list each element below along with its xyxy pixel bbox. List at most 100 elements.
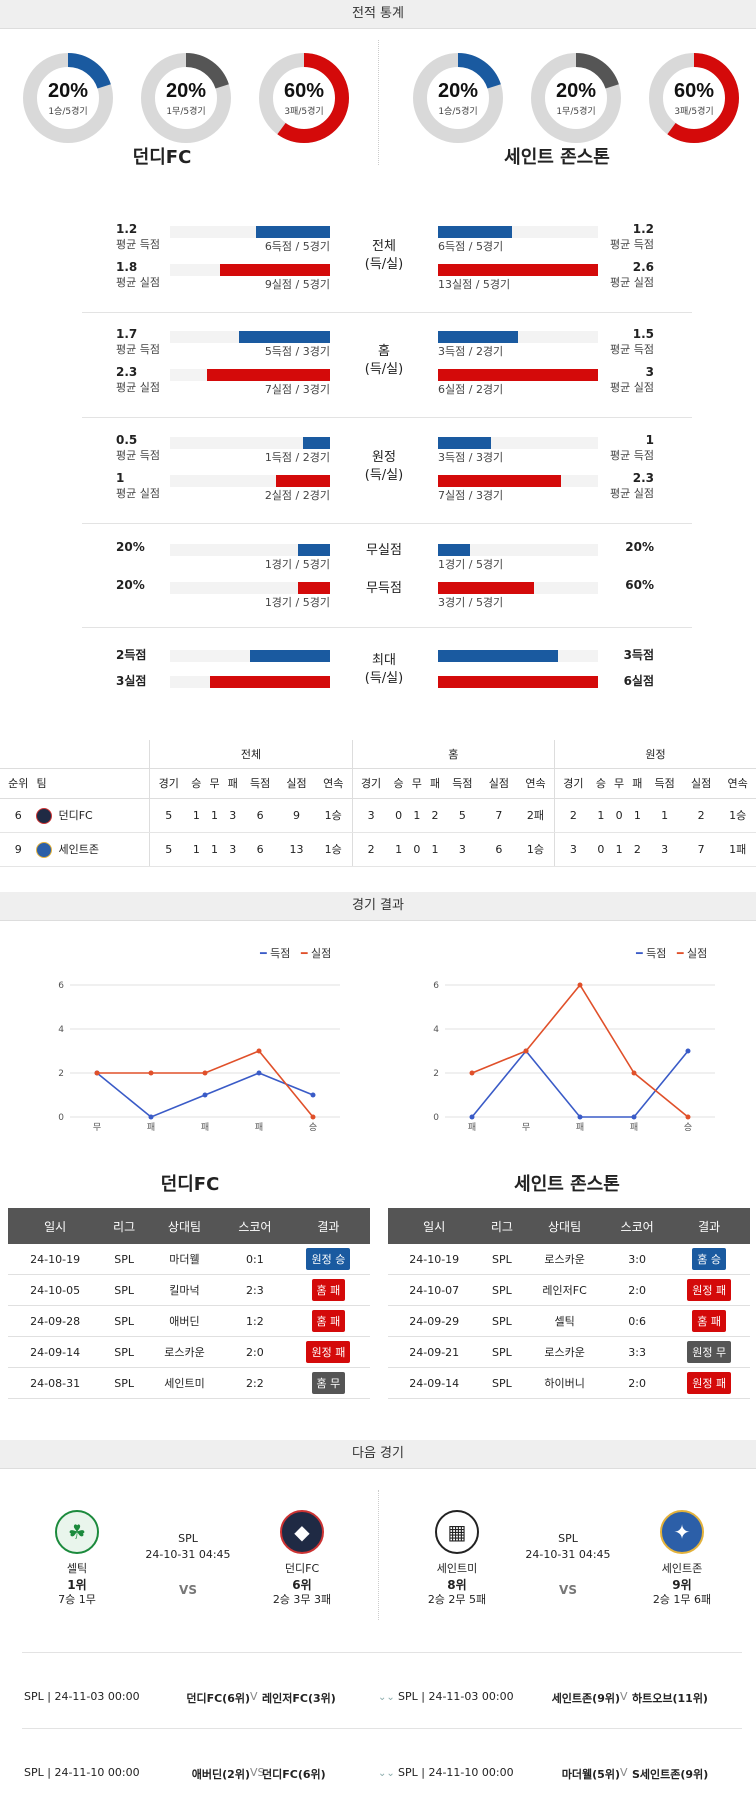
standings-col-header: 승 (187, 768, 206, 799)
standings-team[interactable]: 던디FC (36, 798, 150, 833)
result-opponent[interactable]: 로스카운 (523, 1244, 606, 1275)
standings-cell: 0 (591, 832, 610, 867)
conceded-point (577, 982, 583, 988)
result-badge: 원정 무 (687, 1341, 732, 1363)
result-badge: 원정 패 (687, 1372, 732, 1394)
standings-col-header: 패 (223, 768, 242, 799)
standings-col-header: 연속 (314, 768, 353, 799)
donut-chart: 20% 1승/5경기 (22, 52, 114, 144)
home-stat-value: 3실점 (116, 674, 147, 688)
conceded-point (469, 1070, 475, 1076)
away-stat-label: 평균 득점 (610, 238, 654, 251)
away-score-chart: 0 2 4 6 패 무 패 패 승 (433, 981, 715, 1133)
standings-team[interactable]: 세인트존 (36, 832, 150, 867)
standings-col-header: 득점 (241, 768, 279, 799)
conceded-point (685, 1114, 691, 1120)
next-kickoff: 24-10-31 04:45 (145, 1548, 231, 1561)
standings-cell: 1승 (719, 798, 756, 833)
donut-chart: 20% 1무/5경기 (140, 52, 232, 144)
fixture-home-team[interactable]: 세인트존(9위) (551, 1692, 620, 1705)
result-row: 24-09-29 SPL 셀틱 0:6 홈 패 (388, 1305, 750, 1337)
fixture-vs: V (620, 1766, 628, 1779)
chevron-down-icon[interactable]: ⌄⌄ (378, 1768, 395, 1779)
result-score: 2:0 (605, 1367, 669, 1399)
result-cell: 홈 패 (286, 1274, 370, 1306)
result-opponent[interactable]: 하이버니 (523, 1367, 606, 1399)
home-bar (256, 226, 330, 238)
away-team-title: 세인트 존스톤 (504, 147, 610, 168)
away-bar-caption: 3득점 / 2경기 (438, 345, 504, 358)
next-team-name[interactable]: 던디FC (284, 1562, 320, 1575)
result-date: 24-10-19 (8, 1244, 103, 1275)
x-tick-label: 무 (522, 1122, 530, 1133)
result-cell: 홈 패 (286, 1305, 370, 1337)
standings-cell: 6 (0, 798, 37, 833)
standings-cell: 6 (241, 832, 279, 867)
y-tick-label: 0 (433, 1113, 439, 1123)
results-col-header: 일시 (8, 1208, 103, 1244)
donut-record: 1무/5경기 (556, 107, 596, 117)
standings-cell: 13 (278, 832, 315, 867)
result-score: 1:2 (223, 1305, 287, 1337)
standings-cell: 1 (187, 798, 206, 833)
standings-col-header: 무 (610, 768, 629, 799)
next-team-record: 2승 3무 3패 (272, 1593, 332, 1606)
scored-point (202, 1092, 208, 1098)
away-bar (438, 331, 518, 343)
result-date: 24-09-28 (8, 1305, 103, 1337)
result-opponent[interactable]: 애버딘 (145, 1305, 224, 1337)
standings-team-name[interactable]: 던디FC (58, 808, 93, 822)
standings-team-name[interactable]: 세인트존 (58, 842, 99, 856)
standings-cell: 1 (205, 798, 224, 833)
standings-col-header: 연속 (517, 768, 555, 799)
y-tick-label: 4 (58, 1025, 64, 1035)
donut-chart: 20% 1무/5경기 (530, 52, 622, 144)
fixture-vs: V (620, 1690, 628, 1703)
next-team-rank: 8위 (447, 1578, 467, 1592)
fixture-away-team[interactable]: 던디FC(6위) (262, 1768, 326, 1781)
result-cell: 원정 패 (668, 1274, 750, 1306)
result-score: 2:3 (223, 1274, 287, 1306)
fixture-home-team[interactable]: 애버딘(2위) (191, 1768, 250, 1781)
result-row: 24-08-31 SPL 세인트미 2:2 홈 무 (8, 1367, 370, 1399)
stat-divider (82, 312, 692, 313)
home-stat-label: 평균 득점 (116, 449, 160, 462)
stat-group-title: 홈 (378, 344, 390, 359)
home-bar-caption: 9실점 / 5경기 (264, 278, 330, 291)
result-opponent[interactable]: 마더웰 (145, 1244, 224, 1275)
result-opponent[interactable]: 세인트미 (145, 1367, 224, 1399)
home-stat-value: 1.8 (116, 260, 138, 274)
chevron-down-icon[interactable]: ⌄⌄ (378, 1692, 395, 1703)
home-bar (239, 331, 330, 343)
result-cell: 홈 패 (668, 1305, 750, 1337)
next-team-rank: 1위 (67, 1578, 87, 1592)
next-team-name[interactable]: 세인트존 (661, 1562, 703, 1575)
fixture-away-team[interactable]: 레인저FC(3위) (262, 1692, 336, 1705)
fixture-away-team[interactable]: S세인트존(9위) (632, 1768, 709, 1781)
standings-cell: 1승 (314, 798, 353, 833)
result-cell: 홈 승 (668, 1244, 750, 1275)
standings-cell: 3 (646, 832, 683, 867)
home-bar-caption: 7실점 / 3경기 (264, 383, 330, 396)
x-tick-label: 승 (684, 1122, 692, 1133)
donut-arc (531, 53, 621, 143)
clean-label: 무실점 (366, 543, 402, 558)
result-opponent[interactable]: 킬마넉 (145, 1274, 224, 1306)
celtic-crest-icon: ☘ (55, 1510, 99, 1554)
max-title: 최대 (372, 653, 396, 668)
result-opponent[interactable]: 셀틱 (523, 1305, 606, 1337)
next-team-name[interactable]: 셀틱 (66, 1562, 88, 1575)
home-stat-label: 평균 실점 (116, 381, 160, 394)
home-bar (207, 369, 330, 381)
away-stat-value: 20% (625, 540, 654, 554)
next-team-name[interactable]: 세인트미 (436, 1562, 478, 1575)
results-col-header: 스코어 (605, 1208, 669, 1244)
result-opponent[interactable]: 로스카운 (145, 1336, 224, 1368)
away-bar-caption: 7실점 / 3경기 (438, 489, 504, 502)
fixture-home-team[interactable]: 마더웰(5위) (561, 1768, 620, 1781)
fixture-home-team[interactable]: 던디FC(6위) (186, 1692, 250, 1705)
fixture-away-team[interactable]: 하트오브(11위) (632, 1692, 708, 1705)
result-opponent[interactable]: 로스카운 (523, 1336, 606, 1368)
result-opponent[interactable]: 레인저FC (523, 1274, 606, 1306)
x-tick-label: 패 (147, 1122, 155, 1133)
